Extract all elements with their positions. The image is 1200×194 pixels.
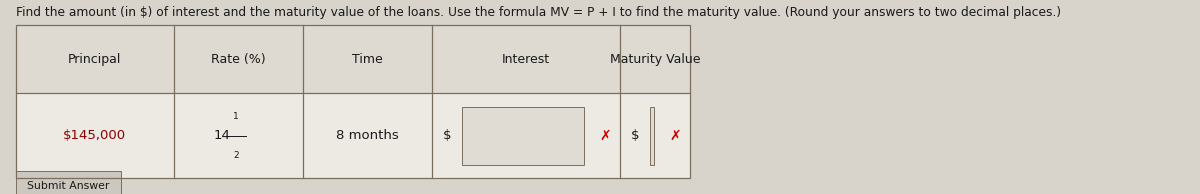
Text: Principal: Principal [68,53,121,66]
Text: $: $ [630,129,638,142]
Text: Submit Answer: Submit Answer [28,181,109,191]
Bar [16,25,690,178]
Bar [16,25,690,93]
Text: Find the amount (in $) of interest and the maturity value of the loans. Use the : Find the amount (in $) of interest and t… [16,6,1061,19]
Text: Interest: Interest [502,53,550,66]
Text: $: $ [443,129,451,142]
Text: $145,000: $145,000 [64,129,126,142]
Text: Rate (%): Rate (%) [211,53,265,66]
Text: 2: 2 [233,151,239,160]
Bar [16,171,121,194]
Bar [649,107,654,165]
Text: 14: 14 [214,129,230,142]
Bar [462,107,583,165]
Text: ✗: ✗ [670,129,682,143]
Text: ✗: ✗ [600,129,611,143]
Text: 8 months: 8 months [336,129,398,142]
Text: Maturity Value: Maturity Value [610,53,700,66]
Bar [16,93,690,178]
Text: Time: Time [352,53,383,66]
Text: 1: 1 [233,112,239,121]
